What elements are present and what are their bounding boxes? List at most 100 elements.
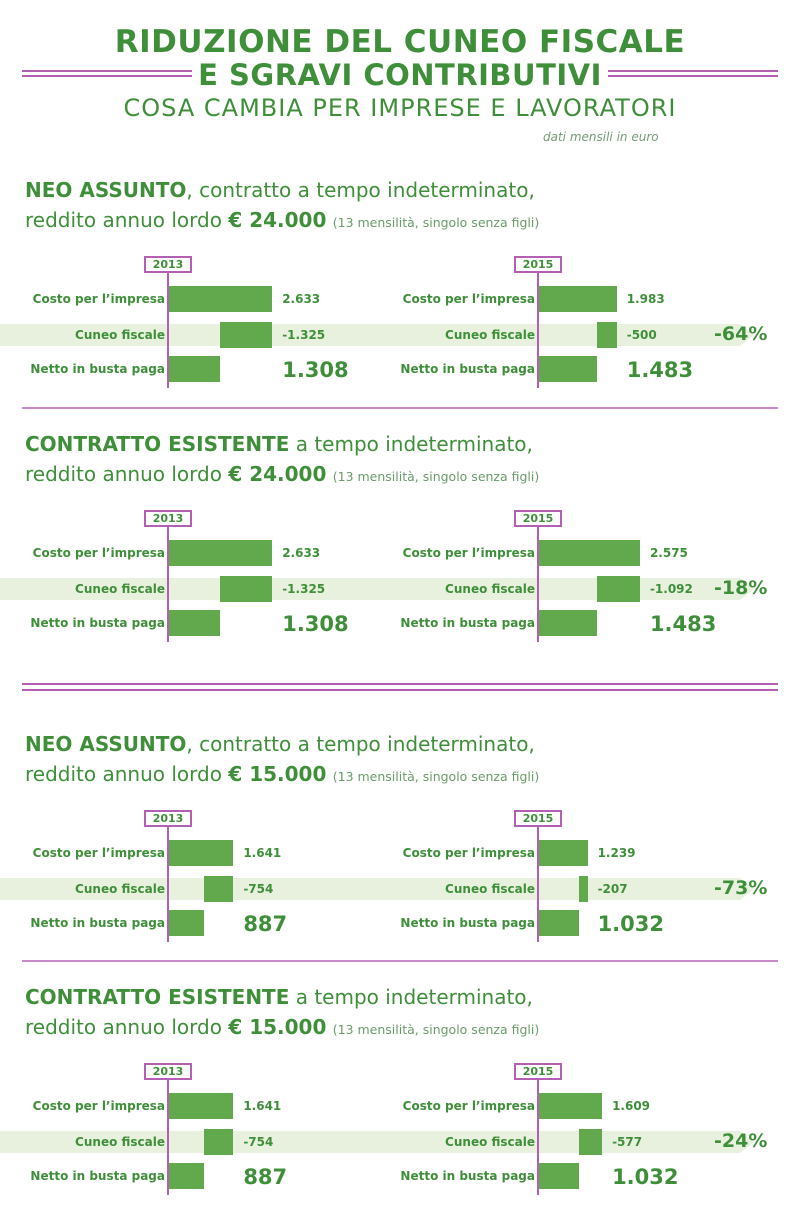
bar-wedge [203, 1129, 234, 1155]
section-title: CONTRATTO ESISTENTE a tempo indeterminat… [25, 432, 533, 456]
wedge-band [0, 578, 740, 600]
chart-section: CONTRATTO ESISTENTE a tempo indeterminat… [0, 432, 800, 652]
value-label-net: 1.483 [626, 358, 694, 382]
year-axis [537, 516, 539, 642]
value-label-cost: 1.609 [612, 1099, 651, 1113]
row-label-net: Netto in busta paga [30, 362, 165, 376]
bar-cost [539, 286, 617, 312]
change-percent: -18% [714, 577, 768, 599]
section-divider [22, 960, 778, 962]
row-label-wedge: Cuneo fiscale [445, 328, 535, 342]
bar-wedge [579, 876, 588, 902]
income-amount: € 15.000 [228, 1015, 327, 1039]
bar-cost [169, 540, 273, 566]
bar-wedge [203, 876, 234, 902]
bar-net [539, 610, 598, 636]
value-label-cost: 2.575 [649, 546, 688, 560]
row-label-cost: Costo per l’impresa [32, 846, 165, 860]
value-label-cost: 2.633 [282, 546, 321, 560]
row-label-cost: Costo per l’impresa [32, 546, 165, 560]
bar-net [539, 910, 580, 936]
value-label-net: 1.032 [612, 1165, 679, 1189]
value-label-wedge: -500 [626, 328, 657, 342]
value-label-wedge: -577 [612, 1135, 643, 1149]
wedge-band [0, 878, 740, 900]
income-note: (13 mensilità, singolo senza figli) [332, 215, 540, 230]
year-axis [537, 1069, 539, 1195]
bar-cost [169, 1093, 234, 1119]
bar-wedge [579, 1129, 603, 1155]
wedge-band-arrow [740, 878, 754, 900]
bar-net [539, 1163, 580, 1189]
section-title: NEO ASSUNTO, contratto a tempo indetermi… [25, 178, 535, 202]
title-rule-right [608, 70, 778, 77]
year-axis [537, 262, 539, 388]
row-label-net: Netto in busta paga [30, 1169, 165, 1183]
chart-section: CONTRATTO ESISTENTE a tempo indeterminat… [0, 985, 800, 1205]
bar-cost [539, 840, 588, 866]
year-axis [167, 516, 169, 642]
wedge-band [0, 324, 740, 346]
year-label: 2015 [514, 1063, 562, 1080]
value-label-cost: 2.633 [282, 292, 321, 306]
value-label-net: 1.032 [597, 912, 664, 936]
value-label-net: 1.308 [282, 358, 349, 382]
chart-section: NEO ASSUNTO, contratto a tempo indetermi… [0, 732, 800, 952]
value-label-wedge: -207 [597, 882, 628, 896]
income-note: (13 mensilità, singolo senza figli) [332, 469, 540, 484]
income-amount: € 24.000 [228, 462, 327, 486]
wedge-band [0, 1131, 740, 1153]
value-label-net: 887 [243, 912, 288, 936]
change-percent: -73% [714, 877, 768, 899]
title-rule-left [22, 70, 192, 77]
income-note: (13 mensilità, singolo senza figli) [332, 769, 540, 784]
income-amount: € 15.000 [228, 762, 327, 786]
section-title-rest: , contratto a tempo indeterminato, [186, 732, 535, 756]
bar-cost [539, 540, 640, 566]
row-label-cost: Costo per l’impresa [402, 546, 535, 560]
bar-wedge [597, 322, 617, 348]
row-label-net: Netto in busta paga [30, 616, 165, 630]
income-label: reddito annuo lordo [25, 1015, 229, 1039]
group-divider [22, 683, 778, 691]
section-subtitle: reddito annuo lordo € 15.000 (13 mensili… [25, 762, 539, 786]
chart-section: NEO ASSUNTO, contratto a tempo indetermi… [0, 178, 800, 398]
section-title-rest: a tempo indeterminato, [289, 985, 533, 1009]
year-axis [167, 1069, 169, 1195]
infographic-title-line1: RIDUZIONE DEL CUNEO FISCALE [114, 24, 686, 60]
value-label-net: 1.308 [282, 612, 349, 636]
wedge-band-arrow [740, 578, 754, 600]
section-title-bold: CONTRATTO ESISTENTE [25, 432, 290, 456]
year-axis [537, 816, 539, 942]
bar-net [169, 610, 221, 636]
row-label-cost: Costo per l’impresa [402, 846, 535, 860]
year-label: 2013 [144, 1063, 192, 1080]
bar-cost [539, 1093, 603, 1119]
row-label-net: Netto in busta paga [400, 1169, 535, 1183]
value-label-net: 1.483 [649, 612, 717, 636]
bar-wedge [220, 576, 273, 602]
income-amount: € 24.000 [228, 208, 327, 232]
value-label-net: 887 [243, 1165, 288, 1189]
bar-net [169, 356, 221, 382]
year-label: 2013 [144, 256, 192, 273]
wedge-band-arrow [740, 1131, 754, 1153]
year-axis [167, 262, 169, 388]
value-label-wedge: -754 [243, 1135, 274, 1149]
value-label-wedge: -1.325 [282, 328, 326, 342]
units-note: dati mensili in euro [543, 130, 659, 144]
bar-wedge [597, 576, 640, 602]
bar-cost [169, 840, 234, 866]
income-note: (13 mensilità, singolo senza figli) [332, 1022, 540, 1037]
section-title-bold: NEO ASSUNTO [25, 178, 187, 202]
value-label-cost: 1.983 [626, 292, 665, 306]
section-title-bold: NEO ASSUNTO [25, 732, 187, 756]
row-label-cost: Costo per l’impresa [402, 1099, 535, 1113]
section-title: CONTRATTO ESISTENTE a tempo indeterminat… [25, 985, 533, 1009]
value-label-wedge: -1.092 [649, 582, 693, 596]
income-label: reddito annuo lordo [25, 762, 229, 786]
section-subtitle: reddito annuo lordo € 15.000 (13 mensili… [25, 1015, 539, 1039]
row-label-wedge: Cuneo fiscale [445, 1135, 535, 1149]
income-label: reddito annuo lordo [25, 462, 229, 486]
year-label: 2015 [514, 510, 562, 527]
